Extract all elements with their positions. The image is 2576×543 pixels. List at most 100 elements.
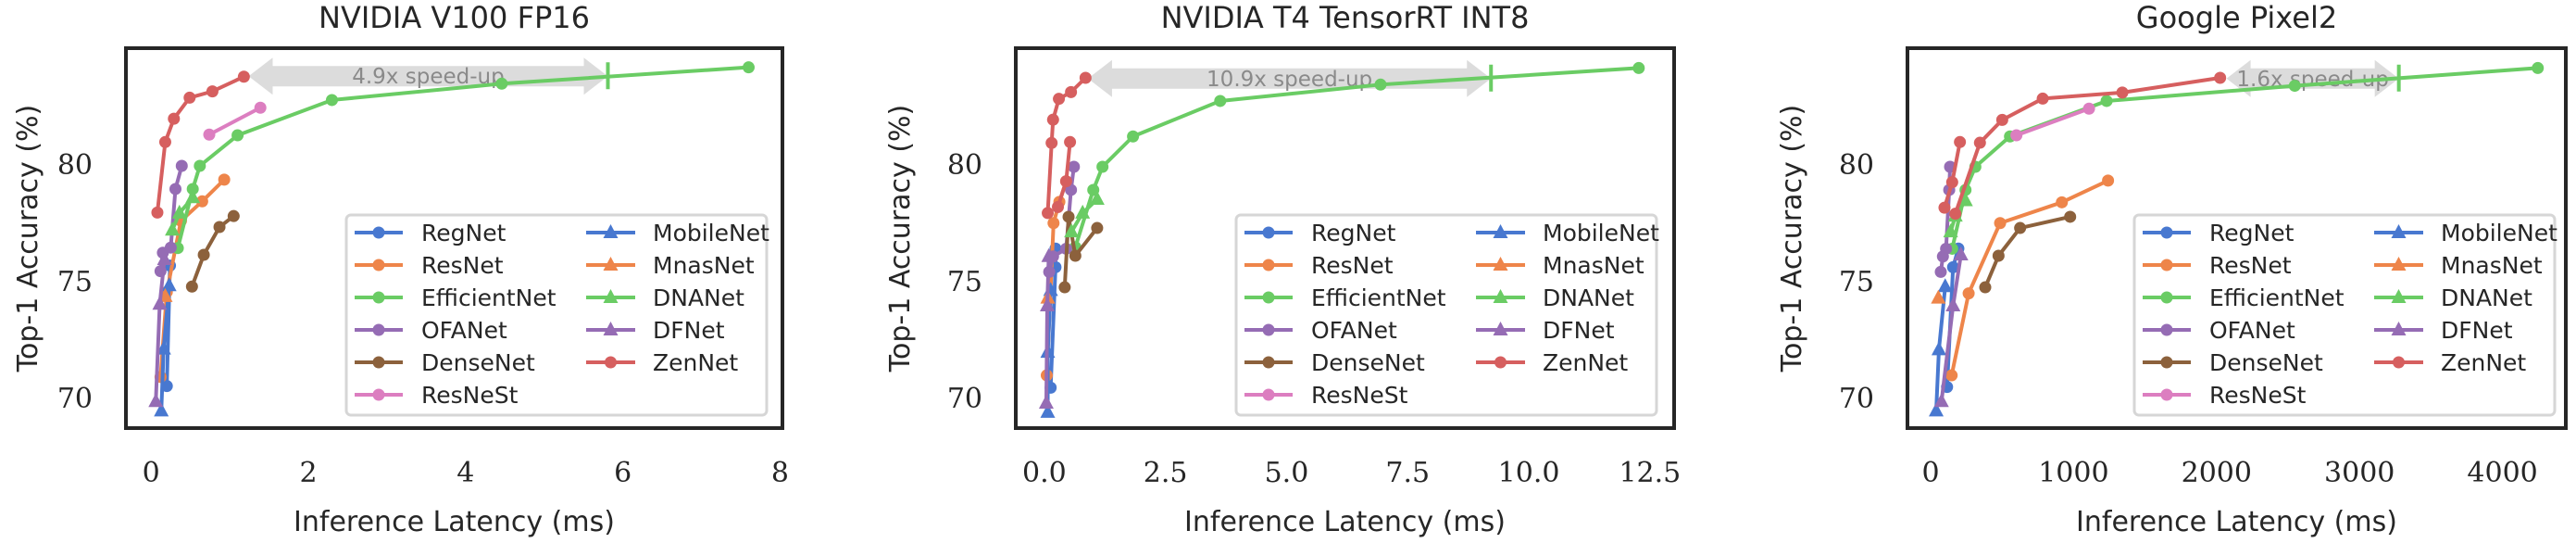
- data-point: [2116, 86, 2129, 99]
- series-densenet: [1979, 210, 2077, 294]
- data-point: [156, 340, 171, 355]
- data-point: [1945, 297, 1961, 311]
- legend-entry-mobilenet: MobileNet: [2374, 220, 2557, 246]
- data-point: [168, 112, 181, 125]
- legend-marker: [2391, 322, 2407, 335]
- legend-marker: [1262, 226, 1275, 239]
- legend-label: MobileNet: [653, 220, 769, 246]
- legend-entry-regnet: RegNet: [1244, 220, 1396, 246]
- y-tick-label: 80: [1839, 149, 1874, 182]
- legend-box: [344, 213, 769, 417]
- data-point: [2288, 80, 2301, 93]
- data-point: [158, 135, 171, 148]
- data-point: [1040, 297, 1056, 311]
- legend-label: ResNet: [2209, 252, 2292, 279]
- series-zennet: [151, 70, 250, 219]
- legend-entry-resnest: ResNeSt: [355, 382, 519, 409]
- axes-frame: [1906, 46, 2568, 430]
- data-point: [1127, 130, 1140, 143]
- data-point: [1068, 160, 1081, 173]
- legend-marker: [372, 291, 385, 304]
- series-zennet: [1938, 71, 2227, 221]
- data-point: [151, 206, 164, 219]
- legend-entry-dfnet: DFNet: [586, 317, 725, 344]
- data-point: [2064, 210, 2077, 223]
- y-axis-label: Top-1 Accuracy (%): [12, 105, 44, 373]
- data-point: [2214, 71, 2227, 84]
- legend-marker: [2391, 257, 2407, 271]
- legend-label: DenseNet: [1311, 349, 1425, 376]
- legend-label: ZenNet: [653, 349, 738, 376]
- data-point: [171, 204, 187, 219]
- x-tick-label: 0: [143, 457, 160, 489]
- x-axis-label: Inference Latency (ms): [2076, 506, 2397, 538]
- series-resnest: [2010, 102, 2095, 142]
- legend-label: MobileNet: [1543, 220, 1659, 246]
- y-axis-label: Top-1 Accuracy (%): [884, 105, 917, 373]
- series-resnest: [203, 101, 267, 141]
- legend-entry-resnet: ResNet: [355, 252, 504, 279]
- series-efficientnet: [171, 61, 755, 255]
- legend-entry-ofanet: OFANet: [355, 317, 507, 344]
- subplot-title: Google Pixel2: [2136, 0, 2337, 35]
- data-point: [1047, 217, 1060, 230]
- data-point: [1954, 135, 1967, 148]
- data-point: [2014, 221, 2027, 234]
- legend-label: MobileNet: [2441, 220, 2557, 246]
- legend-entry-mnasnet: MnasNet: [2374, 252, 2543, 279]
- x-tick-label: 7.5: [1385, 457, 1430, 489]
- y-tick-label: 70: [947, 383, 982, 415]
- legend-label: ZenNet: [2441, 349, 2526, 376]
- legend-marker: [372, 323, 385, 336]
- speedup-annotation: 10.9x speed-up: [1087, 59, 1494, 97]
- series-dnanet: [165, 189, 201, 236]
- data-point: [227, 209, 240, 222]
- data-point: [1929, 402, 1945, 417]
- axes-frame: [1014, 46, 1676, 430]
- series-line: [1943, 141, 1962, 208]
- legend-entry-mobilenet: MobileNet: [1476, 220, 1659, 246]
- x-tick-label: 10.0: [1498, 457, 1560, 489]
- data-point: [495, 77, 508, 90]
- legend-entry-regnet: RegNet: [355, 220, 506, 246]
- legend-entry-efficientnet: EfficientNet: [355, 284, 556, 311]
- x-axis-label: Inference Latency (ms): [294, 506, 615, 538]
- legend-entry-resnet: ResNet: [2143, 252, 2292, 279]
- data-point: [152, 296, 168, 310]
- legend-entry-efficientnet: EfficientNet: [1244, 284, 1446, 311]
- y-tick-label: 80: [57, 149, 93, 182]
- legend-label: DFNet: [653, 317, 725, 344]
- legend-marker: [603, 322, 619, 335]
- legend-marker: [372, 226, 385, 239]
- x-tick-label: 1000: [2038, 457, 2108, 489]
- legend-marker: [1262, 388, 1275, 401]
- data-point: [1931, 341, 1946, 356]
- legend-entry-dnanet: DNANet: [2374, 284, 2532, 311]
- speedup-arrow: [248, 57, 608, 95]
- legend-entry-zennet: ZenNet: [1476, 349, 1628, 376]
- x-tick-label: 8: [771, 457, 789, 489]
- data-point: [1937, 278, 1953, 293]
- legend-box: [1234, 213, 1658, 417]
- legend-marker: [1262, 259, 1275, 272]
- data-point: [2100, 95, 2113, 107]
- x-tick-label: 0: [1921, 457, 1939, 489]
- data-point: [1995, 113, 2008, 126]
- y-tick-label: 75: [1839, 266, 1874, 298]
- legend-label: OFANet: [2209, 317, 2295, 344]
- legend-label: RegNet: [2209, 220, 2295, 246]
- legend-entry-densenet: DenseNet: [1244, 349, 1425, 376]
- data-point: [218, 173, 231, 186]
- legend-label: EfficientNet: [421, 284, 556, 311]
- data-point: [1038, 395, 1054, 410]
- y-tick-label: 70: [57, 383, 93, 415]
- data-point: [1933, 393, 1949, 408]
- data-point: [169, 183, 181, 196]
- legend-entry-densenet: DenseNet: [355, 349, 535, 376]
- data-point: [197, 248, 210, 261]
- legend-label: DenseNet: [2209, 349, 2323, 376]
- data-point: [1096, 160, 1109, 173]
- data-point: [1945, 369, 1958, 382]
